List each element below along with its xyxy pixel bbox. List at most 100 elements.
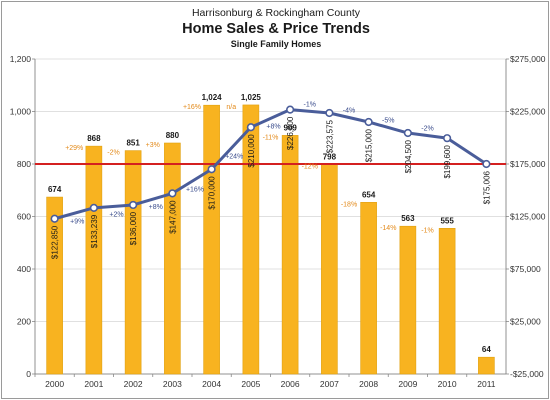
bar-value-label: 798 <box>323 153 337 162</box>
price-label: $136,000 <box>129 211 138 245</box>
price-change-label: -1% <box>304 101 316 108</box>
left-axis-tick-label: 0 <box>26 369 31 379</box>
left-axis-tick-label: 600 <box>17 212 31 222</box>
price-label: $170,000 <box>208 176 217 210</box>
price-point <box>364 117 373 127</box>
x-axis-tick-label: 2009 <box>398 379 417 389</box>
plot-area: 0 200 400 600 800 1,000 1,200 -$25,000 $25,000 $7… <box>10 54 546 389</box>
price-change-label: +8% <box>149 204 163 211</box>
bar <box>242 104 260 375</box>
price-point <box>403 128 412 138</box>
price-change-label: +24% <box>225 153 243 160</box>
right-axis-tick-label: -$25,000 <box>510 369 544 379</box>
price-change-label: -4% <box>343 107 355 114</box>
bar <box>164 142 181 375</box>
sales-change-label: -1% <box>421 227 433 234</box>
x-axis-tick-label: 2004 <box>202 379 221 389</box>
bar <box>360 202 377 375</box>
bar-value-label: 1,024 <box>202 93 223 102</box>
bar-value-label: 1,025 <box>241 93 262 102</box>
bar <box>281 135 299 375</box>
price-point <box>89 203 98 212</box>
bar-value-label: 909 <box>283 123 297 132</box>
left-axis-tick-label: 200 <box>17 317 31 327</box>
sales-change-label: -14% <box>380 225 396 232</box>
sales-change-label: -11% <box>263 134 279 141</box>
bar <box>399 225 417 375</box>
price-label: $210,000 <box>247 134 256 168</box>
bar-value-label: 563 <box>401 214 415 223</box>
x-axis-tick-label: 2002 <box>124 379 143 389</box>
price-change-label: +2% <box>109 211 123 218</box>
bar-value-label: 674 <box>48 185 62 194</box>
left-axis-tick-label: 800 <box>17 159 31 169</box>
bar <box>478 356 495 375</box>
right-axis-tick-label: $275,000 <box>510 54 546 64</box>
price-change-label: +9% <box>70 218 84 225</box>
price-label: $122,850 <box>51 225 60 259</box>
bar <box>321 164 338 375</box>
x-axis-tick-label: 2003 <box>163 379 182 389</box>
price-point <box>325 108 334 118</box>
right-axis-tick-label: $225,000 <box>510 107 546 117</box>
x-axis-tick-label: 2007 <box>320 379 339 389</box>
bar <box>438 228 456 375</box>
x-axis-tick-label: 2011 <box>477 379 496 389</box>
left-axis-tick-label: 1,000 <box>10 107 32 117</box>
right-axis-tick-label: $125,000 <box>510 212 546 222</box>
price-point <box>286 105 295 114</box>
price-point <box>482 159 491 169</box>
price-change-label: +16% <box>186 186 204 193</box>
price-point <box>246 123 255 132</box>
price-label: $147,000 <box>168 200 177 234</box>
price-label: $133,239 <box>90 214 99 248</box>
sales-change-label: -12% <box>302 164 318 171</box>
price-label: $199,600 <box>443 145 452 179</box>
bar <box>124 150 142 375</box>
left-axis-tick-label: 1,200 <box>10 54 32 64</box>
bar <box>85 145 103 375</box>
sales-change-label: n/a <box>226 104 236 111</box>
x-axis-tick-label: 2010 <box>438 379 457 389</box>
price-change-label: +8% <box>266 123 280 130</box>
left-axis-tick-label: 400 <box>17 264 31 274</box>
chart-subtitle: Home Sales & Price Trends <box>182 21 370 37</box>
price-label: $204,500 <box>404 139 413 173</box>
bar-value-label: 880 <box>166 131 180 140</box>
x-axis-tick-label: 2000 <box>45 379 64 389</box>
price-change-label: -5% <box>382 118 394 125</box>
price-point <box>50 214 59 223</box>
price-label: $223,575 <box>325 119 334 153</box>
bar-value-label: 64 <box>482 345 491 354</box>
x-axis-tick-label: 2001 <box>84 379 103 389</box>
bar-value-label: 555 <box>440 216 454 225</box>
price-label: $175,006 <box>482 170 491 204</box>
right-axis-tick-label: $75,000 <box>510 264 541 274</box>
right-axis-tick-label: $175,000 <box>510 159 546 169</box>
x-axis-tick-label: 2006 <box>281 379 300 389</box>
bar <box>46 196 63 375</box>
sales-change-label: +3% <box>146 142 160 149</box>
price-point <box>168 189 177 198</box>
chart-subtitle-2: Single Family Homes <box>231 39 322 49</box>
price-point <box>443 134 452 143</box>
bar-value-label: 654 <box>362 190 376 199</box>
bar-value-label: 868 <box>87 134 101 143</box>
x-axis-tick-label: 2008 <box>359 379 378 389</box>
bar <box>203 104 220 375</box>
sales-change-label: +29% <box>65 145 83 152</box>
chart-title: Harrisonburg & Rockingham County <box>192 7 361 19</box>
price-change-label: -2% <box>421 126 433 133</box>
bar-value-label: 851 <box>126 139 140 148</box>
price-label: $215,000 <box>365 128 374 162</box>
price-line <box>54 108 488 221</box>
sales-change-label: +16% <box>183 104 201 111</box>
sales-change-label: -18% <box>341 201 357 208</box>
x-axis-tick-label: 2005 <box>241 379 260 389</box>
price-point <box>129 200 138 210</box>
sales-change-label: -2% <box>107 150 119 157</box>
right-axis-tick-label: $25,000 <box>510 317 541 327</box>
price-point <box>207 165 216 174</box>
